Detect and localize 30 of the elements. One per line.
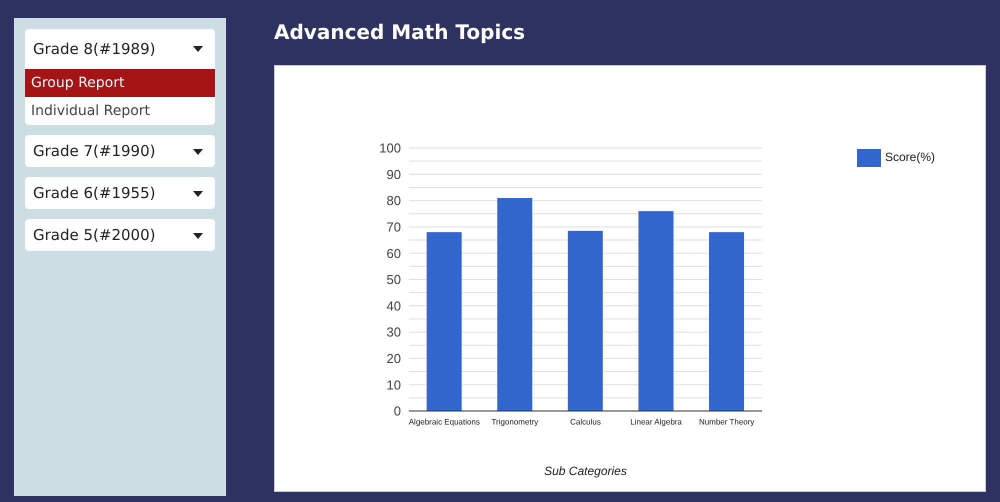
x-tick-label: Algebraic Equations bbox=[408, 418, 480, 427]
y-tick-label: 10 bbox=[386, 377, 401, 392]
bar bbox=[709, 232, 744, 411]
x-tick-label: Number Theory bbox=[698, 418, 754, 427]
x-tick-label: Calculus bbox=[570, 418, 601, 427]
legend-label: Score(%) bbox=[884, 150, 935, 164]
y-tick-label: 0 bbox=[394, 404, 401, 419]
text: Individual Report bbox=[30, 102, 152, 121]
chart-title: Advanced Math Topics bbox=[274, 19, 526, 46]
y-tick-label: 80 bbox=[386, 193, 401, 208]
y-tick-label: 30 bbox=[386, 324, 401, 340]
y-tick-label: 70 bbox=[386, 220, 401, 235]
text: Grade 5(#2000) bbox=[25, 219, 215, 251]
text: Grade 8(#1989) bbox=[32, 39, 156, 60]
y-tick-label: 90 bbox=[386, 166, 401, 182]
y-tick-label: 20 bbox=[386, 351, 401, 366]
x-tick-label: Trigonometry bbox=[491, 418, 538, 427]
text: Grade 6(#1955) bbox=[25, 177, 215, 209]
bar bbox=[638, 211, 674, 411]
y-tick-label: 60 bbox=[386, 246, 401, 261]
bar bbox=[497, 198, 532, 411]
bar bbox=[568, 230, 603, 411]
x-axis-title: Sub Categories bbox=[544, 464, 627, 478]
x-tick-label: Linear Algebra bbox=[630, 418, 682, 427]
text: Group Report bbox=[25, 69, 215, 97]
y-tick-label: 50 bbox=[386, 272, 401, 288]
y-tick-label: 100 bbox=[379, 140, 401, 156]
text: Grade 7(#1990) bbox=[25, 135, 215, 167]
bar bbox=[426, 232, 462, 411]
y-tick-label: 40 bbox=[386, 298, 401, 314]
